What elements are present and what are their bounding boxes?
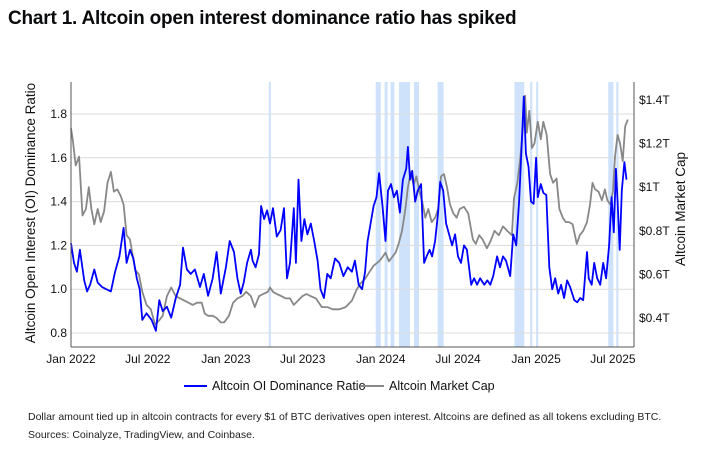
y-tick-label: 1.2	[50, 238, 67, 252]
highlight-band	[390, 82, 395, 347]
highlight-band	[536, 82, 539, 347]
x-tick-label: Jul 2023	[280, 352, 326, 366]
y-tick-label: 1.0	[50, 282, 67, 296]
left-axis-title: Altcoin Open Interest (OI) Dominance Rat…	[23, 83, 38, 343]
highlight-band	[530, 82, 533, 347]
legend: Altcoin OI Dominance Ratio Altcoin Marke…	[184, 379, 495, 393]
right-axis-ticks: $0.4T $0.6T $0.8T $1T $1.2T $1.4T	[639, 93, 670, 325]
x-tick-label: Jan 2022	[46, 352, 96, 366]
y-tick-label: 1.4	[50, 195, 67, 209]
y2-tick-label: $0.6T	[639, 267, 670, 281]
highlight-band	[268, 82, 271, 347]
x-tick-label: Jul 2025	[590, 352, 636, 366]
series-lines	[70, 94, 629, 332]
gridlines	[71, 113, 634, 334]
right-axis-title: Altcoin Market Cap	[673, 152, 688, 266]
highlight-band	[413, 82, 419, 347]
y-tick-label: 1.6	[50, 151, 67, 165]
chart-title: Chart 1. Altcoin open interest dominance…	[8, 8, 517, 29]
left-axis-ticks: 0.8 1.0 1.2 1.4 1.6 1.8	[50, 107, 67, 340]
x-tick-label: Jul 2024	[435, 352, 481, 366]
highlight-band	[514, 82, 525, 347]
footnote: Dollar amount tied up in altcoin contrac…	[28, 411, 662, 441]
y2-tick-label: $1.2T	[639, 137, 670, 151]
highlight-band	[437, 82, 444, 347]
x-axis-ticks: Jan 2022 Jul 2022 Jan 2023 Jul 2023 Jan 2024…	[46, 352, 636, 366]
legend-label-oi-ratio: Altcoin OI Dominance Ratio	[212, 379, 366, 393]
y2-tick-label: $1.4T	[639, 93, 670, 107]
axes	[70, 82, 635, 348]
series-line-altcoin-market-cap	[70, 94, 629, 326]
legend-label-market-cap: Altcoin Market Cap	[389, 379, 495, 393]
y2-tick-label: $1T	[639, 180, 660, 194]
y2-tick-label: $0.8T	[639, 224, 670, 238]
y-tick-label: 1.8	[50, 107, 67, 121]
chart: 0.8 1.0 1.2 1.4 1.6 1.8 $0.4T $0.6T $0.8T $1T $1.…	[23, 82, 688, 393]
x-tick-label: Jan 2024	[356, 352, 406, 366]
x-tick-label: Jul 2022	[125, 352, 171, 366]
y-tick-label: 0.8	[50, 326, 67, 340]
series-line-oi-dominance-ratio	[70, 95, 628, 332]
x-tick-label: Jan 2023	[201, 352, 251, 366]
x-tick-label: Jan 2025	[511, 352, 561, 366]
y2-tick-label: $0.4T	[639, 311, 670, 325]
highlight-band	[375, 82, 381, 347]
